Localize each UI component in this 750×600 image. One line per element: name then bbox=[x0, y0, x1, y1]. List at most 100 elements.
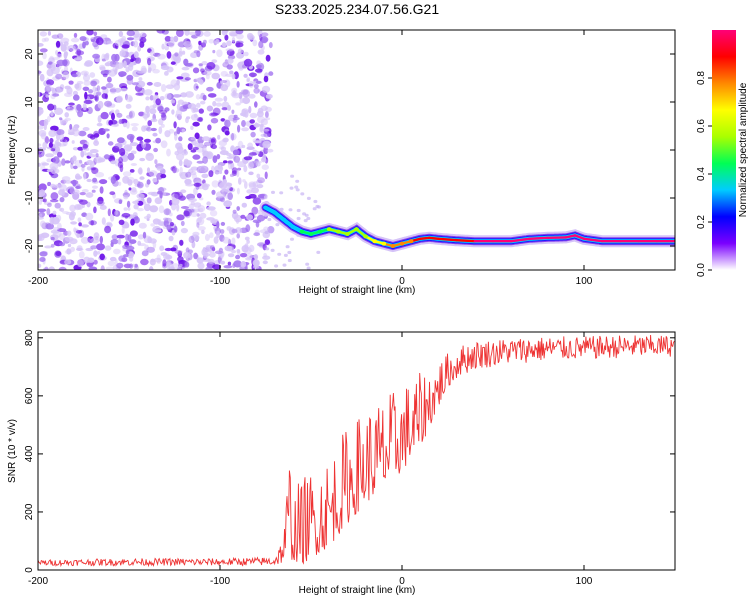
noise-blob bbox=[264, 171, 268, 180]
noise-blob bbox=[240, 214, 246, 219]
noise-blob bbox=[72, 147, 79, 151]
noise-blob bbox=[223, 95, 228, 102]
noise-blob bbox=[47, 61, 53, 65]
noise-blob bbox=[223, 61, 229, 67]
noise-blob bbox=[247, 161, 254, 169]
noise-blob bbox=[248, 244, 255, 252]
noise-blob bbox=[295, 188, 300, 192]
noise-blob bbox=[263, 146, 269, 155]
y-tick-label: 400 bbox=[24, 445, 35, 462]
noise-blob bbox=[260, 123, 264, 128]
noise-blob bbox=[147, 236, 153, 244]
noise-blob bbox=[253, 254, 259, 260]
noise-blob bbox=[210, 117, 219, 124]
signal-blob bbox=[308, 232, 314, 236]
noise-blob bbox=[190, 201, 195, 206]
colorbar-gradient bbox=[712, 30, 736, 270]
noise-blob bbox=[104, 54, 110, 61]
signal-segment bbox=[564, 234, 577, 239]
signal-segment bbox=[428, 236, 440, 241]
noise-blob bbox=[141, 250, 149, 257]
noise-blob bbox=[121, 227, 125, 234]
noise-blob bbox=[52, 93, 60, 97]
noise-blob bbox=[221, 42, 227, 48]
noise-blob bbox=[190, 149, 197, 153]
noise-blob bbox=[63, 119, 69, 124]
noise-blob bbox=[130, 218, 135, 226]
noise-blob bbox=[263, 253, 267, 258]
noise-blob bbox=[262, 37, 268, 44]
noise-blob bbox=[85, 212, 94, 221]
noise-blob bbox=[224, 119, 231, 128]
noise-blob bbox=[50, 243, 55, 248]
noise-blob bbox=[226, 64, 233, 70]
noise-blob bbox=[107, 208, 111, 217]
signal-blob bbox=[399, 241, 405, 246]
noise-blob bbox=[257, 49, 265, 55]
noise-blob bbox=[195, 77, 203, 81]
noise-blob bbox=[209, 210, 218, 217]
noise-blob bbox=[181, 66, 190, 71]
noise-blob bbox=[161, 123, 165, 128]
noise-blob bbox=[191, 241, 196, 249]
noise-blob bbox=[124, 223, 130, 229]
noise-blob bbox=[96, 37, 104, 46]
noise-blob bbox=[99, 179, 108, 185]
noise-blob bbox=[45, 94, 49, 98]
noise-blob bbox=[81, 189, 89, 193]
noise-blob bbox=[57, 151, 63, 158]
noise-blob bbox=[123, 60, 127, 69]
noise-blob bbox=[183, 41, 192, 47]
x-tick-label: 0 bbox=[399, 576, 405, 587]
noise-blob bbox=[236, 33, 244, 40]
noise-blob bbox=[99, 253, 105, 261]
noise-blob bbox=[51, 34, 60, 39]
noise-blob bbox=[123, 254, 129, 258]
noise-blob bbox=[107, 260, 115, 267]
noise-blob bbox=[261, 85, 271, 93]
snr-plot-area bbox=[38, 334, 675, 568]
noise-blob bbox=[82, 103, 87, 111]
noise-blob bbox=[201, 229, 205, 235]
noise-blob bbox=[164, 107, 170, 112]
noise-blob bbox=[174, 52, 179, 57]
noise-blob bbox=[211, 189, 216, 195]
noise-blob bbox=[289, 186, 294, 190]
noise-blob bbox=[196, 213, 200, 217]
noise-blob bbox=[130, 58, 134, 63]
noise-blob bbox=[157, 53, 166, 60]
noise-blob bbox=[162, 259, 167, 267]
noise-blob bbox=[94, 96, 98, 101]
noise-blob bbox=[123, 207, 128, 211]
noise-blob bbox=[201, 136, 211, 142]
noise-blob bbox=[86, 178, 92, 183]
noise-blob bbox=[220, 146, 226, 152]
noise-blob bbox=[227, 261, 232, 266]
noise-blob bbox=[38, 235, 42, 242]
noise-blob bbox=[70, 221, 77, 225]
noise-blob bbox=[73, 189, 80, 195]
noise-blob bbox=[125, 249, 130, 255]
noise-blob bbox=[76, 80, 84, 85]
noise-blob bbox=[178, 172, 183, 177]
noise-blob bbox=[59, 197, 65, 203]
noise-blob bbox=[101, 217, 106, 225]
noise-blob bbox=[219, 80, 223, 84]
noise-blob bbox=[126, 133, 135, 141]
noise-blob bbox=[158, 105, 164, 112]
y-tick-label: -10 bbox=[24, 190, 35, 205]
noise-blob bbox=[231, 92, 241, 99]
noise-blob bbox=[237, 48, 243, 54]
noise-blob bbox=[268, 42, 273, 49]
noise-blob bbox=[268, 71, 274, 76]
noise-blob bbox=[119, 50, 126, 57]
noise-blob bbox=[130, 163, 138, 166]
noise-blob bbox=[209, 251, 216, 258]
noise-blob bbox=[227, 104, 231, 111]
noise-blob bbox=[99, 186, 104, 194]
noise-blob bbox=[223, 265, 233, 269]
noise-blob bbox=[193, 252, 199, 260]
noise-blob bbox=[123, 122, 127, 128]
noise-blob bbox=[245, 257, 253, 261]
signal-segment bbox=[419, 236, 431, 241]
